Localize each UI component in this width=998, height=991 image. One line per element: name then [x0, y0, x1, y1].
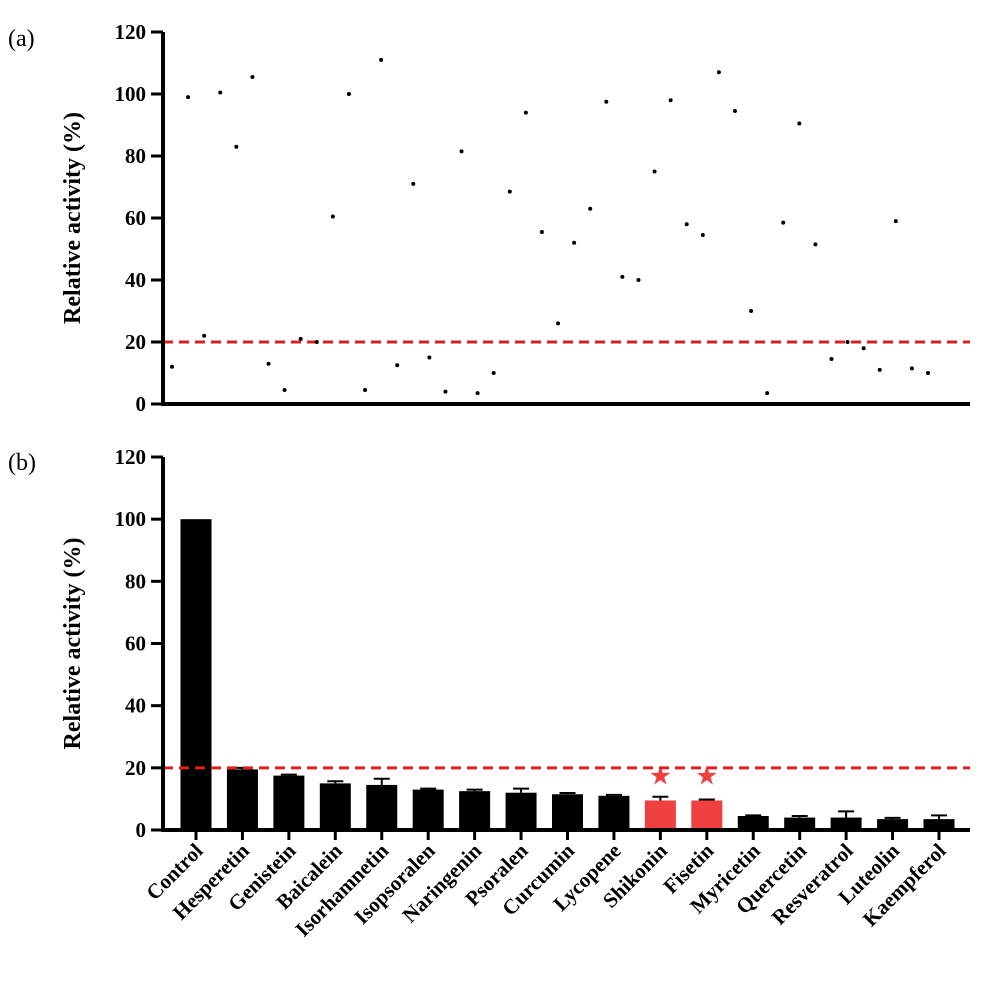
panel-b-y-axis-title: Relative activity (%) — [60, 538, 86, 750]
panel-a-data-point — [813, 242, 818, 247]
panel-a-data-point — [684, 222, 689, 227]
panel-a-y-tick-label: 100 — [115, 82, 147, 106]
panel-b-y-tick-label: 80 — [125, 569, 146, 593]
panel-a-data-point — [636, 278, 641, 282]
panel-a-data-point — [363, 388, 368, 393]
panel-a-data-point — [250, 74, 255, 79]
panel-a-data-point — [668, 98, 673, 103]
panel-b-category-labels: ControlHesperetinGenisteinBaicaleinIsorh… — [141, 830, 951, 941]
panel-a-data-point — [282, 388, 287, 393]
panel-a-data-point — [314, 340, 319, 344]
panel-b-bar — [877, 819, 909, 830]
panel-a-y-tick-label: 20 — [125, 330, 146, 354]
panel-a-data-point — [427, 355, 432, 360]
panel-a-data-point — [749, 309, 754, 313]
panel-b-bar — [412, 789, 444, 830]
panel-a-data-point — [218, 90, 223, 95]
panel-a-data-point — [539, 229, 544, 234]
panel-a-points — [170, 57, 930, 396]
panel-b-bar — [691, 800, 723, 830]
panel-a-data-point — [716, 70, 721, 75]
panel-a-data-point — [395, 363, 400, 368]
panel-a-data-point — [556, 321, 561, 326]
panel-a-data-point — [266, 361, 271, 366]
panel-a-data-point — [652, 169, 657, 174]
panel-a-data-point — [379, 57, 384, 62]
panel-a-data-point — [459, 149, 464, 154]
panel-a-data-point — [926, 371, 930, 375]
panel-b-bar — [552, 794, 583, 830]
panel-b-bar — [644, 800, 676, 830]
panel-a-data-point — [330, 214, 335, 219]
panel-a-data-point — [620, 274, 625, 279]
panel-b-y-tick-label: 20 — [125, 756, 146, 780]
panel-b-bar — [273, 775, 305, 830]
panel-a-data-point — [588, 206, 593, 211]
panel-a-data-point — [491, 371, 496, 375]
panel-a-y-tick-label: 60 — [125, 206, 146, 230]
panel-a-data-point — [877, 367, 882, 372]
panel-a-data-point — [909, 366, 914, 371]
panel-a-data-point — [829, 357, 834, 362]
panel-b-bar — [737, 816, 769, 830]
panel-a-y-tick-label: 120 — [115, 20, 147, 44]
panel-a-data-point — [700, 233, 705, 238]
panel-a-data-point — [507, 189, 512, 194]
panel-a-y-tick-label: 40 — [125, 268, 146, 292]
panel-b-bar — [830, 817, 862, 830]
panel-b-bar — [180, 519, 212, 830]
panel-b-label: (b) — [8, 450, 36, 476]
panel-a-data-point — [797, 121, 802, 126]
panel-b-bar — [784, 817, 816, 830]
panel-a-data-point — [845, 340, 850, 344]
panel-a-data-point — [170, 364, 174, 369]
panel-b-star-marker: ★ — [649, 761, 672, 790]
panel-a-data-point — [523, 110, 528, 115]
panel-b-bars: ★ ★ — [180, 519, 955, 830]
panel-a-data-point — [732, 109, 737, 114]
panel-a-data-point — [893, 219, 898, 224]
panel-b-bar — [366, 784, 398, 830]
panel-b-bar — [319, 783, 351, 830]
panel-b-y-ticks: 0 20 40 60 80 100 120 — [115, 445, 163, 842]
panel-a-data-point — [443, 389, 448, 394]
panel-a-data-point — [765, 391, 770, 396]
panel-a-data-point — [781, 220, 786, 225]
panel-a-y-tick-label: 80 — [125, 144, 146, 168]
panel-a-data-point — [186, 95, 191, 100]
panel-b-y-tick-label: 100 — [115, 507, 147, 531]
panel-a-data-point — [202, 333, 207, 338]
panel-a-y-axis-title: Relative activity (%) — [60, 112, 86, 324]
panel-a-data-point — [298, 336, 303, 341]
panel-a-data-point — [572, 240, 577, 245]
panel-a-data-point — [604, 99, 609, 104]
panel-b-bar — [459, 791, 491, 830]
panel-a-data-point — [475, 391, 480, 396]
panel-b-y-tick-label: 40 — [125, 694, 146, 718]
panel-b-bar — [226, 769, 258, 830]
panel-b-bar — [598, 795, 630, 830]
panel-b-y-tick-label: 60 — [125, 632, 146, 656]
panel-b-bar — [505, 792, 537, 830]
panel-b-y-tick-label: 120 — [115, 445, 147, 469]
panel-a-scatter-chart: (a) 0 20 40 60 80 100 120 Relative activity (%… — [8, 20, 970, 416]
panel-b-bar — [923, 819, 955, 830]
panel-b-star-marker: ★ — [695, 761, 718, 790]
panel-a-data-point — [411, 181, 416, 186]
panel-a-label: (a) — [8, 26, 35, 52]
panel-a-y-ticks: 0 20 40 60 80 100 120 — [115, 20, 163, 416]
panel-b-y-tick-label: 0 — [136, 818, 147, 842]
panel-a-data-point — [346, 92, 351, 96]
panel-a-data-point — [234, 144, 239, 149]
panel-a-y-tick-label: 0 — [136, 392, 147, 416]
panel-a-data-point — [861, 346, 866, 351]
